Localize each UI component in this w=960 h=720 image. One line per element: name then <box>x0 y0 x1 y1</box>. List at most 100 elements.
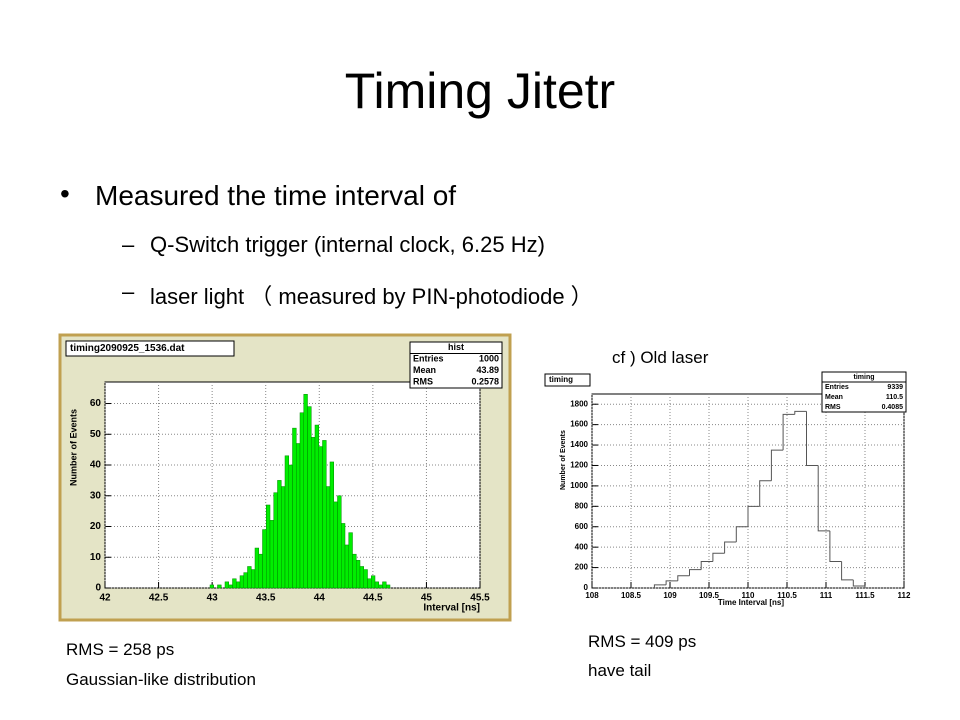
sub-marker: – <box>122 279 135 304</box>
stats-value: 9339 <box>887 384 903 391</box>
bar <box>314 424 319 589</box>
y-tick-label: 50 <box>90 429 102 440</box>
stats-label: Entries <box>413 354 444 364</box>
bar <box>363 569 368 589</box>
bar <box>359 566 364 589</box>
bar <box>232 578 237 589</box>
stats-label: RMS <box>413 377 433 387</box>
x-tick-label: 109 <box>663 591 677 600</box>
stats-label: RMS <box>825 404 841 411</box>
step <box>782 413 795 451</box>
slide-title: Timing Jitetr <box>344 63 616 119</box>
bullet-marker: • <box>60 178 70 209</box>
bar <box>209 584 214 589</box>
step <box>735 526 748 543</box>
bar <box>281 486 286 589</box>
x-tick-label: 110 <box>742 591 755 600</box>
bar <box>352 553 357 589</box>
x-tick-label: 111 <box>820 591 833 600</box>
step <box>841 561 854 581</box>
bar <box>386 584 391 589</box>
bar <box>266 504 271 589</box>
x-tick-label: 45 <box>421 593 433 604</box>
stats-label: Entries <box>825 384 849 391</box>
x-tick-label: 108.5 <box>621 591 642 600</box>
stats-box <box>409 341 503 389</box>
stats-title: hist <box>448 342 464 352</box>
chart-title: timing <box>549 375 573 384</box>
bar <box>371 575 376 589</box>
y-tick-label: 1200 <box>570 461 588 470</box>
bar <box>356 560 361 589</box>
stats-value: 1000 <box>479 354 499 364</box>
step <box>665 580 678 585</box>
bar <box>303 394 308 589</box>
bar <box>333 501 338 589</box>
step <box>712 552 725 562</box>
bar <box>247 566 252 589</box>
step <box>817 465 830 532</box>
step <box>806 411 819 466</box>
x-tick-label: 110.5 <box>777 591 797 600</box>
bar <box>288 464 293 589</box>
y-tick-label: 1000 <box>570 481 588 490</box>
stats-title: timing <box>854 374 875 381</box>
caption: RMS = 258 ps <box>66 640 175 659</box>
stats-value: 0.4085 <box>882 404 904 411</box>
y-tick-label: 400 <box>575 542 589 551</box>
bar <box>269 520 274 589</box>
bar <box>344 544 349 589</box>
chart-title: timing2090925_1536.dat <box>70 343 185 354</box>
x-axis-title: Interval [ns] <box>423 603 480 614</box>
bar <box>329 461 334 589</box>
y-tick-label: 1600 <box>570 420 588 429</box>
y-tick-label: 30 <box>90 490 102 501</box>
caption: RMS = 409 ps <box>588 632 697 651</box>
bar <box>296 443 301 589</box>
step <box>829 530 842 562</box>
x-tick-label: 43 <box>207 593 219 604</box>
stats-label: Mean <box>825 394 843 401</box>
bar <box>318 446 323 589</box>
x-tick-label: 108 <box>585 591 599 600</box>
bar <box>341 523 346 589</box>
bar <box>311 437 316 589</box>
step <box>794 410 807 415</box>
x-tick-label: 44.5 <box>363 593 383 604</box>
y-tick-label: 600 <box>575 522 589 531</box>
y-tick-label: 0 <box>95 583 101 594</box>
x-tick-label: 43.5 <box>256 593 276 604</box>
bar <box>326 486 331 589</box>
bar <box>307 406 312 589</box>
x-tick-label: 42 <box>99 593 111 604</box>
caption: Gaussian-like distribution <box>66 670 256 689</box>
bar <box>337 495 342 589</box>
bar <box>378 584 383 589</box>
bar <box>273 492 278 589</box>
y-tick-label: 800 <box>575 501 589 510</box>
y-tick-label: 40 <box>90 460 102 471</box>
step <box>653 584 667 588</box>
x-tick-label: 42.5 <box>149 593 169 604</box>
stats-value: 43.89 <box>476 365 499 375</box>
y-tick-label: 60 <box>90 398 102 409</box>
bar <box>348 532 353 589</box>
bar <box>382 581 387 589</box>
y-axis-title: Number of Events <box>68 409 78 486</box>
x-tick-label: 111.5 <box>855 591 875 600</box>
bar <box>262 529 267 589</box>
stats-box <box>821 371 907 413</box>
bar <box>224 581 229 589</box>
step <box>759 480 772 507</box>
bar <box>374 581 379 589</box>
title-box <box>65 340 235 357</box>
y-tick-label: 10 <box>90 552 102 563</box>
bar <box>228 584 233 589</box>
y-tick-label: 1800 <box>570 399 588 408</box>
bar <box>292 427 297 589</box>
bar <box>277 480 282 589</box>
stats-value: 0.2578 <box>471 377 499 387</box>
y-tick-label: 200 <box>575 563 589 572</box>
bar <box>299 412 304 589</box>
